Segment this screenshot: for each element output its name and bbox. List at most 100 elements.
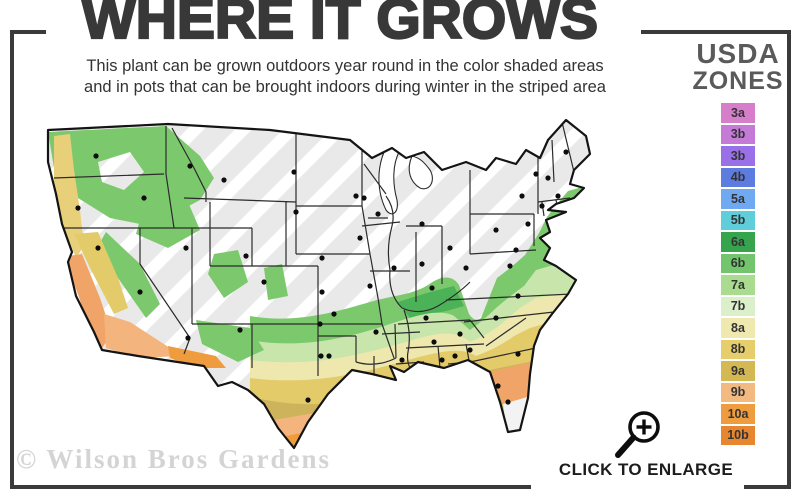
- city-dot: [515, 293, 521, 299]
- subtitle-line-1: This plant can be grown outdoors year ro…: [86, 57, 604, 75]
- usda-zone-map[interactable]: [18, 106, 668, 478]
- legend-zone-7b: 7b: [721, 296, 755, 316]
- city-dot: [419, 221, 425, 227]
- city-dot: [391, 265, 397, 271]
- city-dot: [439, 357, 445, 363]
- legend-zone-8b: 8b: [721, 339, 755, 359]
- city-dot: [353, 193, 359, 199]
- subtitle: This plant can be grown outdoors year ro…: [35, 56, 655, 98]
- city-dot: [519, 193, 525, 199]
- city-dot: [326, 353, 332, 359]
- legend-zone-3b: 3b: [721, 124, 755, 144]
- city-dot: [399, 357, 405, 363]
- zone-fl-orange: [488, 362, 532, 406]
- frame-bottom-left: [10, 485, 531, 489]
- city-dot: [367, 283, 373, 289]
- zone-sierra-green: [98, 232, 160, 318]
- city-dot: [533, 171, 539, 177]
- city-dot: [93, 153, 99, 159]
- city-dot: [539, 203, 545, 209]
- zone-socal-peach: [104, 314, 180, 358]
- city-dot: [467, 347, 473, 353]
- city-dot: [291, 169, 297, 175]
- city-dot: [515, 351, 521, 357]
- city-dot: [423, 315, 429, 321]
- legend-title-zones: ZONES: [692, 67, 784, 95]
- us-outline: [46, 118, 592, 450]
- city-dot: [563, 149, 569, 155]
- city-dot: [545, 175, 551, 181]
- zone-idaho-green: [136, 198, 200, 248]
- zone-fl-south-white: [503, 396, 531, 433]
- legend-zone-4b: 4b: [721, 167, 755, 187]
- frame-top-left: [10, 30, 46, 34]
- city-dot: [75, 205, 81, 211]
- watermark: © Wilson Bros Gardens: [16, 444, 331, 474]
- zone-ca-valley-gold: [74, 232, 128, 314]
- city-dot: [183, 245, 189, 251]
- city-dot: [339, 393, 345, 399]
- city-dot: [513, 247, 519, 253]
- zone-aznm-green: [196, 320, 264, 362]
- city-dot: [419, 261, 425, 267]
- city-dot: [185, 335, 191, 341]
- city-dot: [243, 253, 249, 259]
- city-dot: [505, 399, 511, 405]
- city-dot: [293, 209, 299, 215]
- city-dot: [447, 245, 453, 251]
- legend-zone-8a: 8a: [721, 318, 755, 338]
- zone-list: 3a 3b 3b 4b 5a 5b 6a 6b 7a 7b 8a 8b 9a 9b 10a 10b: [688, 103, 788, 445]
- legend-zone-10a: 10a: [721, 404, 755, 424]
- subtitle-line-2: and in pots that can be brought indoors …: [84, 78, 606, 97]
- city-dot: [457, 331, 463, 337]
- zone-coast-yellow: [54, 134, 84, 258]
- great-lakes: [378, 146, 433, 215]
- enlarge-button[interactable]: CLICK TO ENLARGE: [526, 408, 766, 488]
- legend-zone-6a: 6a: [721, 232, 755, 252]
- frame-top-right: [641, 30, 791, 34]
- frame-bottom-right: [744, 485, 791, 489]
- state-borders: [53, 121, 575, 376]
- frame-left: [10, 30, 14, 489]
- city-dot: [373, 329, 379, 335]
- city-dot: [525, 221, 531, 227]
- city-dot: [493, 315, 499, 321]
- city-dot: [463, 265, 469, 271]
- city-dot: [431, 339, 437, 345]
- lake-huron: [408, 155, 433, 190]
- city-dot: [555, 193, 561, 199]
- city-dot: [452, 353, 458, 359]
- city-dot: [319, 289, 325, 295]
- legend-zone-9b: 9b: [721, 382, 755, 402]
- zone-utah-green: [208, 250, 248, 298]
- city-dot: [95, 245, 101, 251]
- city-dot: [137, 289, 143, 295]
- city-dot: [237, 327, 243, 333]
- city-dot: [318, 353, 324, 359]
- magnifier-plus-icon[interactable]: [604, 408, 668, 460]
- usda-zones-legend: USDA ZONES 3a 3b 3b 4b 5a 5b 6a 6b 7a 7b 8a 8b 9a 9b 1…: [688, 40, 788, 447]
- enlarge-label[interactable]: CLICK TO ENLARGE: [558, 460, 734, 479]
- city-dot: [221, 177, 227, 183]
- city-dot: [495, 383, 501, 389]
- legend-zone-3b: 3b: [721, 146, 755, 166]
- city-dot: [429, 285, 435, 291]
- page-title: WHERE IT GROWS: [81, 0, 599, 51]
- zone-ca-coast-orange: [68, 254, 112, 348]
- zone-dark-green-patch: [398, 286, 464, 318]
- city-dot: [357, 235, 363, 241]
- city-dot: [389, 383, 395, 389]
- legend-zone-3a: 3a: [721, 103, 755, 123]
- zone-columbia-basin-gray: [98, 152, 144, 190]
- city-dot: [317, 321, 323, 327]
- city-dot: [361, 195, 367, 201]
- legend-zone-5a: 5a: [721, 189, 755, 209]
- city-dot: [261, 279, 267, 285]
- city-dot: [375, 211, 381, 217]
- legend-zone-5b: 5b: [721, 210, 755, 230]
- legend-title-usda: USDA: [696, 38, 780, 69]
- legend-zone-6b: 6b: [721, 253, 755, 273]
- frame-right: [787, 30, 791, 489]
- city-dot: [401, 393, 407, 399]
